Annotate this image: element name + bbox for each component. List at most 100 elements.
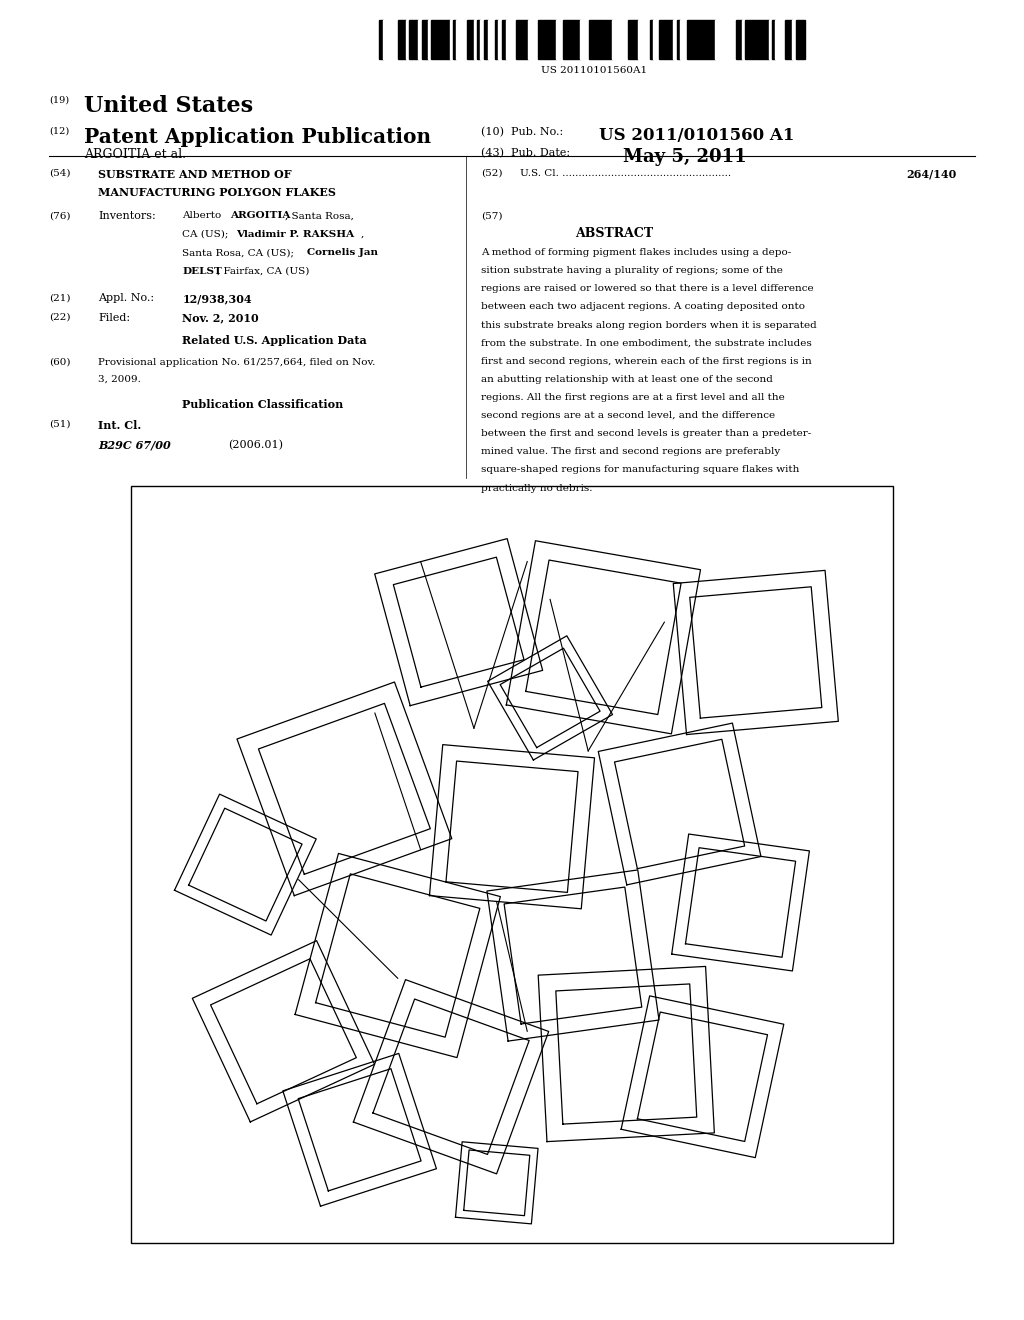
Bar bbox=[488, 20, 495, 59]
Bar bbox=[759, 20, 763, 59]
Bar bbox=[653, 20, 656, 59]
Bar bbox=[519, 20, 528, 59]
Bar bbox=[742, 20, 745, 59]
Text: 12/938,304: 12/938,304 bbox=[182, 293, 252, 304]
Bar bbox=[402, 20, 406, 59]
Bar bbox=[600, 20, 603, 59]
Bar bbox=[516, 20, 519, 59]
Bar bbox=[596, 20, 600, 59]
Text: (60): (60) bbox=[49, 358, 71, 367]
Bar bbox=[502, 20, 506, 59]
Bar bbox=[763, 20, 766, 59]
Bar bbox=[456, 20, 459, 59]
Bar bbox=[470, 20, 474, 59]
Bar bbox=[603, 20, 612, 59]
Text: Related U.S. Application Data: Related U.S. Application Data bbox=[182, 335, 367, 346]
Text: (19): (19) bbox=[49, 95, 70, 104]
Bar bbox=[677, 20, 680, 59]
Text: (57): (57) bbox=[481, 211, 503, 220]
Bar bbox=[799, 20, 805, 59]
Text: (43)  Pub. Date:: (43) Pub. Date: bbox=[481, 148, 570, 158]
Text: US 2011/0101560 A1: US 2011/0101560 A1 bbox=[599, 127, 795, 144]
Text: CA (US);: CA (US); bbox=[182, 230, 231, 239]
Text: square-shaped regions for manufacturing square flakes with: square-shaped regions for manufacturing … bbox=[481, 466, 800, 474]
Text: Appl. No.:: Appl. No.: bbox=[98, 293, 155, 304]
Bar bbox=[580, 20, 583, 59]
Bar bbox=[769, 20, 772, 59]
Bar bbox=[459, 20, 463, 59]
Text: (51): (51) bbox=[49, 420, 71, 429]
Bar bbox=[412, 20, 418, 59]
Bar bbox=[550, 20, 556, 59]
Text: US 20110101560A1: US 20110101560A1 bbox=[541, 66, 647, 75]
Bar bbox=[450, 20, 453, 59]
Bar bbox=[583, 20, 589, 59]
Bar bbox=[680, 20, 684, 59]
Bar bbox=[513, 20, 516, 59]
Bar bbox=[570, 20, 580, 59]
Bar bbox=[567, 20, 570, 59]
Bar bbox=[398, 20, 402, 59]
Text: (76): (76) bbox=[49, 211, 71, 220]
Text: 3, 2009.: 3, 2009. bbox=[98, 375, 141, 384]
Bar bbox=[612, 20, 618, 59]
Bar bbox=[730, 20, 736, 59]
Bar bbox=[556, 20, 560, 59]
Bar bbox=[589, 20, 592, 59]
Bar bbox=[656, 20, 659, 59]
Bar bbox=[592, 20, 596, 59]
Bar bbox=[775, 20, 781, 59]
Bar bbox=[392, 20, 398, 59]
Bar bbox=[560, 20, 563, 59]
Bar bbox=[724, 20, 730, 59]
Bar bbox=[792, 20, 796, 59]
Bar bbox=[684, 20, 687, 59]
Bar bbox=[563, 20, 567, 59]
Bar bbox=[650, 20, 653, 59]
Bar bbox=[477, 20, 480, 59]
Bar bbox=[428, 20, 431, 59]
Text: (52): (52) bbox=[481, 169, 503, 178]
Bar bbox=[715, 20, 718, 59]
Text: 264/140: 264/140 bbox=[906, 169, 956, 180]
Bar bbox=[647, 20, 650, 59]
Text: Vladimir P. RAKSHA: Vladimir P. RAKSHA bbox=[236, 230, 354, 239]
Bar bbox=[538, 20, 544, 59]
Bar bbox=[696, 20, 706, 59]
Bar bbox=[495, 20, 498, 59]
Bar bbox=[544, 20, 547, 59]
Text: first and second regions, wherein each of the first regions is in: first and second regions, wherein each o… bbox=[481, 356, 812, 366]
Bar bbox=[379, 20, 383, 59]
Bar bbox=[664, 20, 667, 59]
Bar bbox=[693, 20, 696, 59]
Bar bbox=[718, 20, 724, 59]
Text: this substrate breaks along region borders when it is separated: this substrate breaks along region borde… bbox=[481, 321, 817, 330]
Text: , Fairfax, CA (US): , Fairfax, CA (US) bbox=[217, 267, 309, 276]
Text: Inventors:: Inventors: bbox=[98, 211, 156, 222]
Bar bbox=[628, 20, 634, 59]
Text: DELST: DELST bbox=[182, 267, 222, 276]
Bar bbox=[446, 20, 450, 59]
Text: mined value. The first and second regions are preferably: mined value. The first and second region… bbox=[481, 447, 780, 457]
Text: (21): (21) bbox=[49, 293, 71, 302]
Bar bbox=[736, 20, 742, 59]
Bar bbox=[785, 20, 792, 59]
Text: May 5, 2011: May 5, 2011 bbox=[623, 148, 746, 166]
Text: SUBSTRATE AND METHOD OF: SUBSTRATE AND METHOD OF bbox=[98, 169, 292, 180]
Bar bbox=[440, 20, 446, 59]
Text: ARGOITIA: ARGOITIA bbox=[229, 211, 290, 220]
Text: between each two adjacent regions. A coating deposited onto: between each two adjacent regions. A coa… bbox=[481, 302, 805, 312]
Text: Santa Rosa, CA (US);: Santa Rosa, CA (US); bbox=[182, 248, 298, 257]
Bar bbox=[422, 20, 428, 59]
Text: Patent Application Publication: Patent Application Publication bbox=[84, 127, 431, 147]
Bar bbox=[506, 20, 509, 59]
Text: (12): (12) bbox=[49, 127, 70, 136]
Text: U.S. Cl. ....................................................: U.S. Cl. ...............................… bbox=[520, 169, 731, 178]
Bar bbox=[131, 486, 893, 1243]
Text: (54): (54) bbox=[49, 169, 71, 178]
Bar bbox=[712, 20, 715, 59]
Bar bbox=[484, 20, 488, 59]
Bar bbox=[706, 20, 712, 59]
Bar bbox=[618, 20, 628, 59]
Bar bbox=[383, 20, 392, 59]
